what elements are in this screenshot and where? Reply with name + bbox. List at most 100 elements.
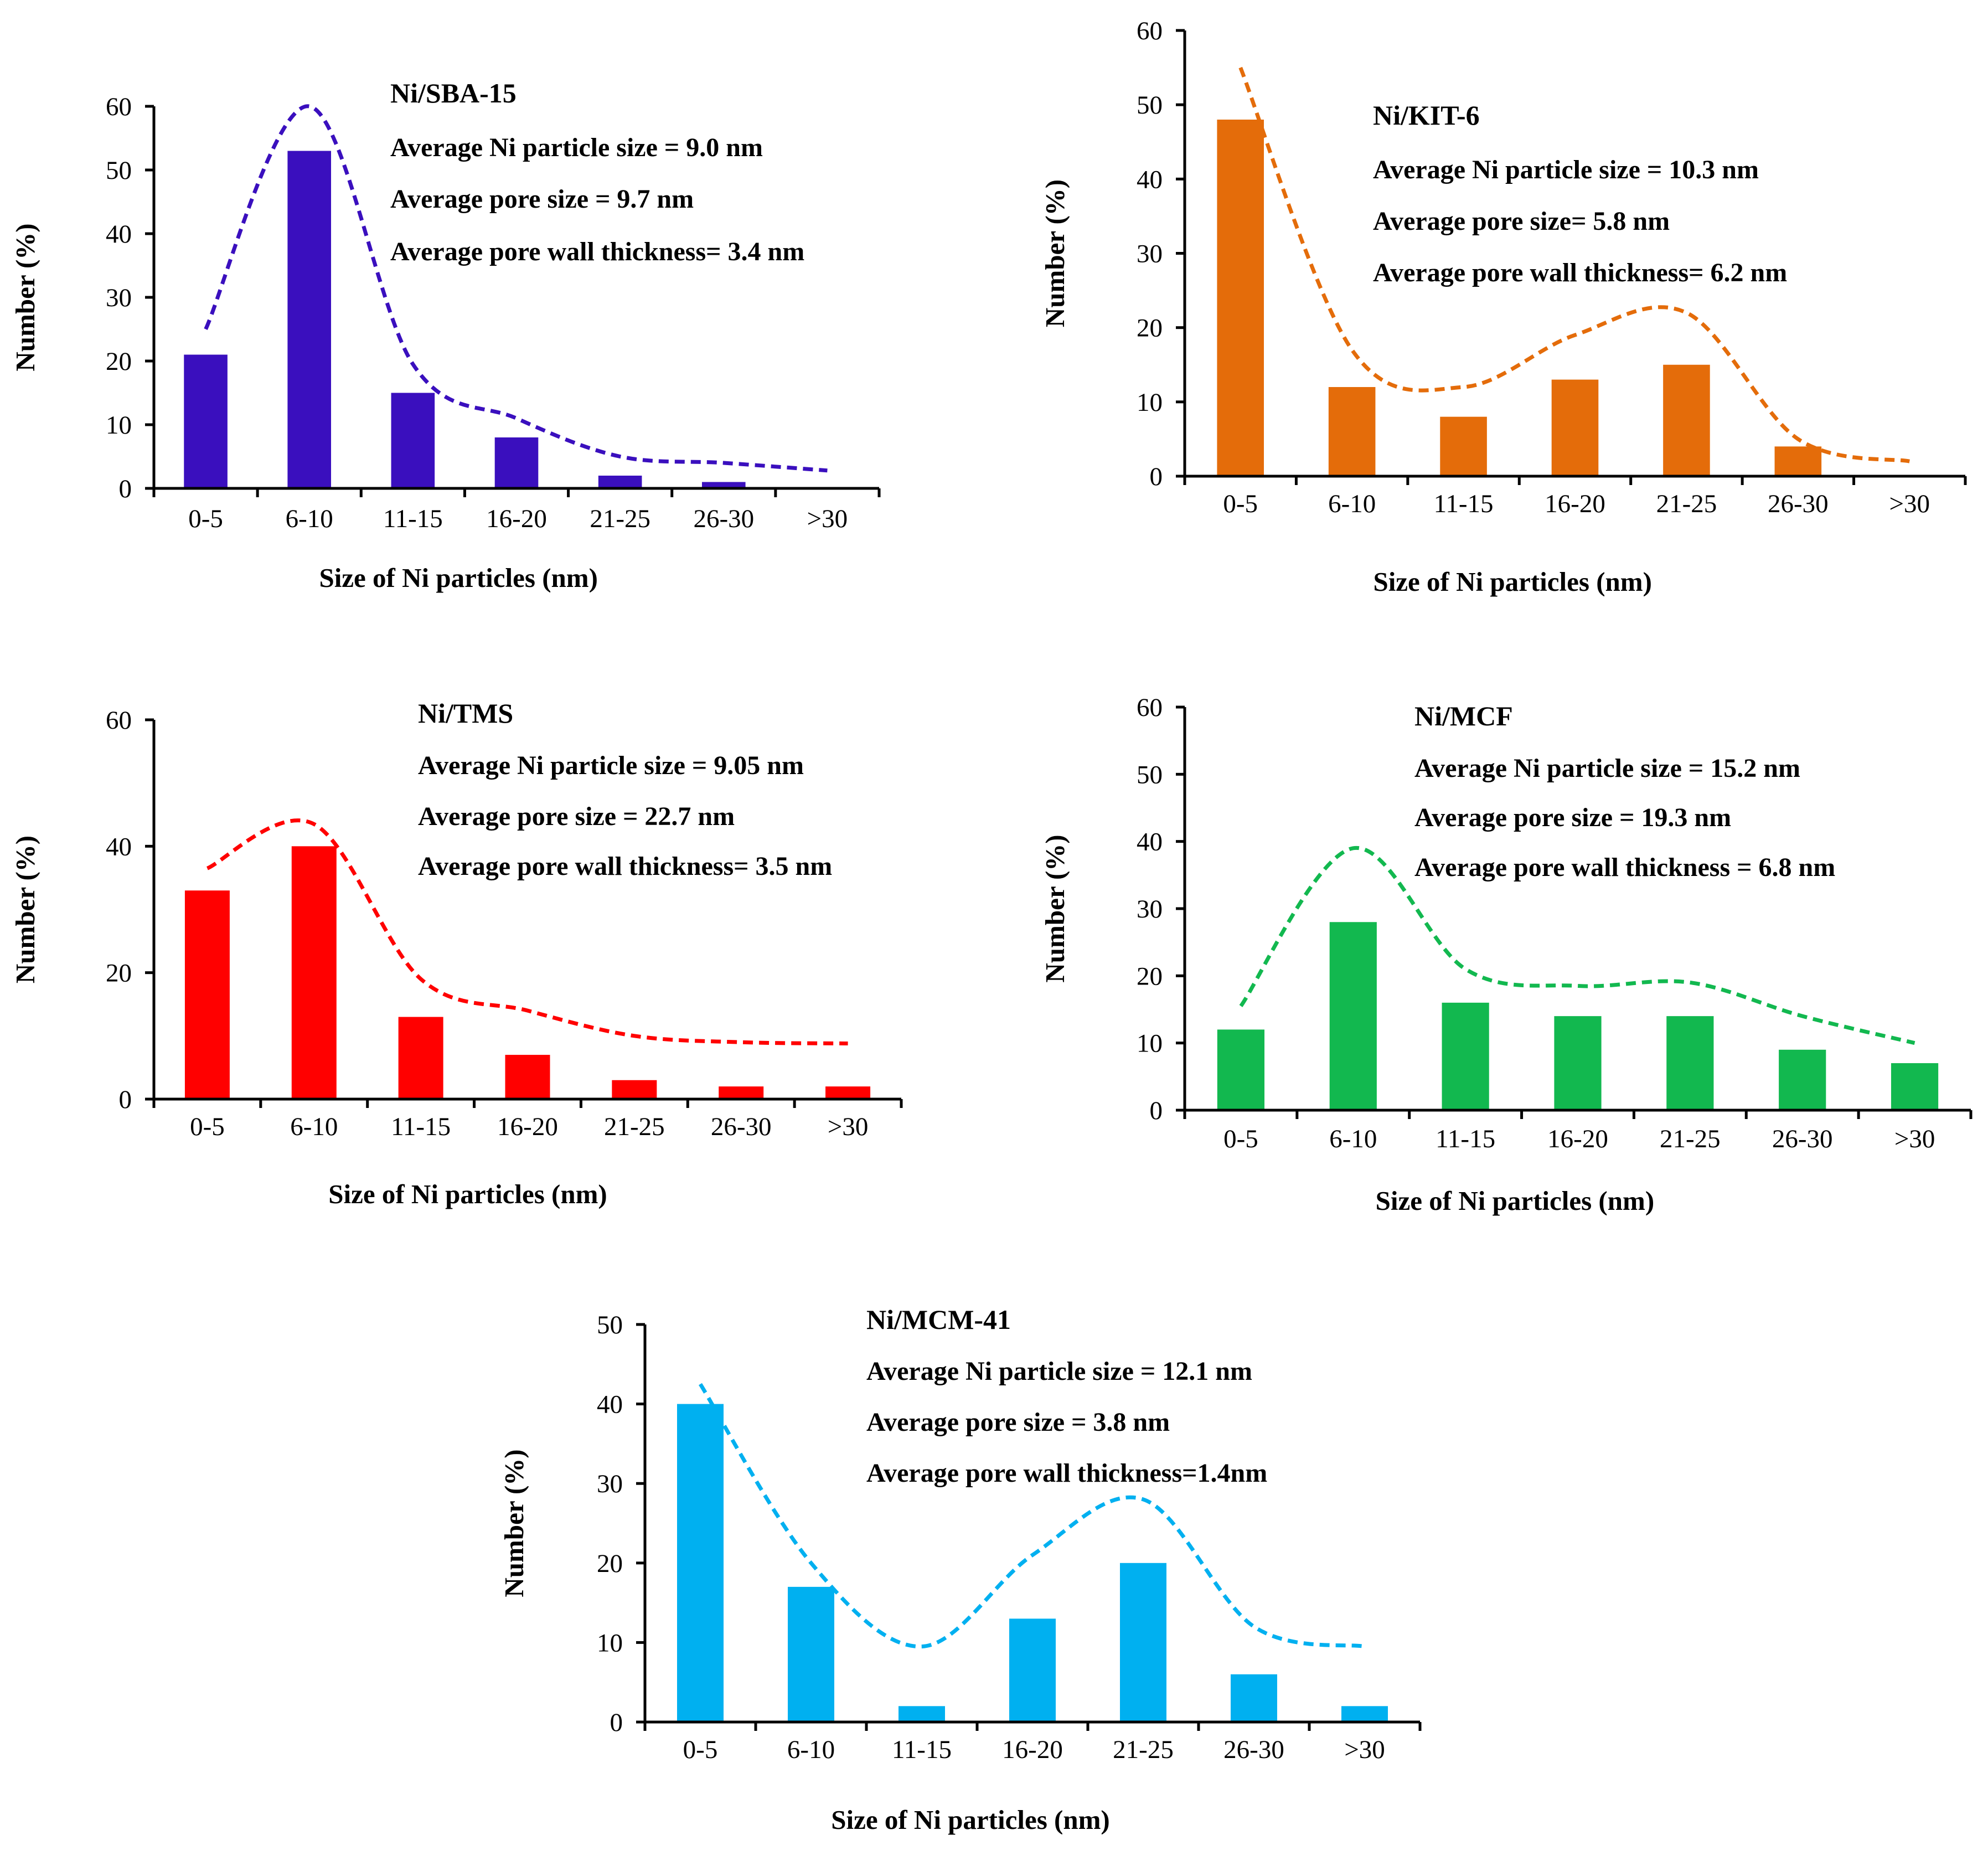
y-tick-label: 20 xyxy=(1137,962,1163,991)
trend-line xyxy=(699,1383,1365,1649)
x-tick-label: 16-20 xyxy=(1547,1125,1608,1153)
bar-16-20 xyxy=(494,437,539,488)
y-tick-label: 30 xyxy=(1137,240,1163,269)
x-tick-label: 21-25 xyxy=(604,1112,665,1141)
x-tick-label: 26-30 xyxy=(1772,1125,1833,1153)
x-tick-label: 6-10 xyxy=(787,1735,835,1764)
bar-0-5 xyxy=(677,1404,724,1722)
x-tick-label: 11-15 xyxy=(391,1112,451,1141)
x-tick-label: 26-30 xyxy=(1768,489,1829,518)
annotation-line: Average pore wall thickness= 3.4 nm xyxy=(390,237,804,266)
bar-16-20 xyxy=(1554,1016,1602,1110)
bar-0-5 xyxy=(184,354,228,488)
bar-26-30 xyxy=(1779,1049,1826,1110)
x-axis-title: Size of Ni particles (nm) xyxy=(328,1179,607,1209)
y-tick-label: 20 xyxy=(106,959,132,988)
annotation-line: Average pore size = 22.7 nm xyxy=(418,802,735,831)
y-tick-label: 20 xyxy=(597,1549,623,1578)
y-tick-label: 10 xyxy=(106,411,132,440)
y-tick-label: 40 xyxy=(106,220,132,249)
bar-11-15 xyxy=(1440,416,1487,476)
y-tick-label: 50 xyxy=(597,1311,623,1339)
y-tick-label: 40 xyxy=(1137,165,1163,194)
x-tick-label: 0-5 xyxy=(188,504,223,533)
bar-0-5 xyxy=(1217,1029,1265,1110)
x-tick-label: 21-25 xyxy=(1113,1735,1174,1764)
chart-title: Ni/KIT-6 xyxy=(1373,100,1480,131)
x-tick-label: 16-20 xyxy=(486,504,547,533)
x-tick-label: 16-20 xyxy=(1002,1735,1063,1764)
y-tick-label: 50 xyxy=(1137,91,1163,120)
bar-16-20 xyxy=(1551,379,1599,476)
y-tick-label: 30 xyxy=(1137,895,1163,924)
y-tick-label: 30 xyxy=(106,283,132,312)
annotation-line: Average pore wall thickness= 3.5 nm xyxy=(418,852,832,881)
chart-ni-mcm-41: 0 10 20 30 40 50 0-5 6-10 11-15 16-20 21-25 26-30 >3… xyxy=(499,1304,1422,1835)
y-tick-label: 20 xyxy=(1137,314,1163,343)
x-tick-label: 21-25 xyxy=(590,504,650,533)
y-tick-label: 10 xyxy=(1137,388,1163,417)
bar-0-5 xyxy=(1217,120,1264,476)
bar-11-15 xyxy=(398,1017,443,1099)
bar-21-25 xyxy=(598,476,642,488)
annotation-line: Average pore size = 19.3 nm xyxy=(1414,803,1731,832)
y-axis-title: Number (%) xyxy=(499,1449,529,1597)
y-tick-label: 10 xyxy=(1137,1029,1163,1058)
bar-16-20 xyxy=(1009,1618,1056,1722)
x-axis-title: Size of Ni particles (nm) xyxy=(831,1805,1110,1835)
chart-title: Ni/MCM-41 xyxy=(866,1304,1011,1335)
y-tick-label: 40 xyxy=(597,1390,623,1419)
bar-11-15 xyxy=(899,1706,945,1722)
chart-ni-sba-15: 0 10 20 30 40 50 60 0-5 6-10 11-15 16-20 21-25 26-30… xyxy=(10,78,881,593)
x-tick-label: 21-25 xyxy=(1660,1125,1721,1153)
annotation-line: Average pore wall thickness = 6.8 nm xyxy=(1414,853,1835,882)
bar-0-5 xyxy=(184,890,230,1099)
y-tick-label: 20 xyxy=(106,347,132,376)
x-tick-label: 21-25 xyxy=(1656,489,1717,518)
x-tick-label: 6-10 xyxy=(1328,489,1376,518)
y-axis-title: Number (%) xyxy=(10,223,40,371)
y-tick-label: 50 xyxy=(1137,760,1163,789)
bar-16-20 xyxy=(505,1055,550,1099)
bar-26-30 xyxy=(719,1086,764,1099)
trend-line xyxy=(1238,66,1910,463)
x-tick-label: 11-15 xyxy=(1434,489,1494,518)
x-tick-label: 11-15 xyxy=(892,1735,952,1764)
bar-6-10 xyxy=(291,846,337,1099)
annotation-line: Average pore size = 9.7 nm xyxy=(390,184,694,214)
chart-title: Ni/MCF xyxy=(1414,700,1513,731)
y-tick-label: 0 xyxy=(119,475,132,503)
y-tick-label: 40 xyxy=(1137,828,1163,857)
bar->30 xyxy=(1341,1706,1388,1722)
y-tick-label: 0 xyxy=(119,1085,132,1114)
y-axis-title: Number (%) xyxy=(10,836,40,983)
bar-6-10 xyxy=(788,1586,834,1722)
x-tick-label: 0-5 xyxy=(1223,1125,1258,1153)
x-tick-label: 0-5 xyxy=(1223,489,1258,518)
x-tick-label: 6-10 xyxy=(286,504,333,533)
bar-21-25 xyxy=(1663,364,1710,476)
x-tick-label: 26-30 xyxy=(693,504,754,533)
annotation-line: Average Ni particle size = 9.0 nm xyxy=(390,133,763,162)
y-tick-label: 0 xyxy=(610,1708,623,1737)
bar-11-15 xyxy=(391,393,435,488)
annotation-line: Average pore wall thickness=1.4nm xyxy=(866,1458,1267,1488)
x-axis-title: Size of Ni particles (nm) xyxy=(1373,566,1652,597)
x-axis-title: Size of Ni particles (nm) xyxy=(319,563,598,593)
bar-6-10 xyxy=(1329,922,1377,1110)
bar-11-15 xyxy=(1442,1002,1489,1110)
y-tick-label: 60 xyxy=(1137,693,1163,722)
x-tick-label: 16-20 xyxy=(497,1112,558,1141)
x-tick-label: 0-5 xyxy=(683,1735,718,1764)
annotation-line: Average Ni particle size = 15.2 nm xyxy=(1414,754,1800,783)
y-tick-label: 0 xyxy=(1150,1096,1163,1125)
y-tick-label: 10 xyxy=(597,1628,623,1657)
y-tick-label: 60 xyxy=(1137,17,1163,45)
bar-26-30 xyxy=(1231,1674,1277,1722)
x-tick-label: >30 xyxy=(1344,1735,1385,1764)
bar-6-10 xyxy=(1328,387,1376,476)
annotation-line: Average pore size= 5.8 nm xyxy=(1373,207,1670,236)
x-axis-title: Size of Ni particles (nm) xyxy=(1376,1185,1655,1216)
x-tick-label: >30 xyxy=(807,504,848,533)
chart-title: Ni/SBA-15 xyxy=(390,78,517,109)
